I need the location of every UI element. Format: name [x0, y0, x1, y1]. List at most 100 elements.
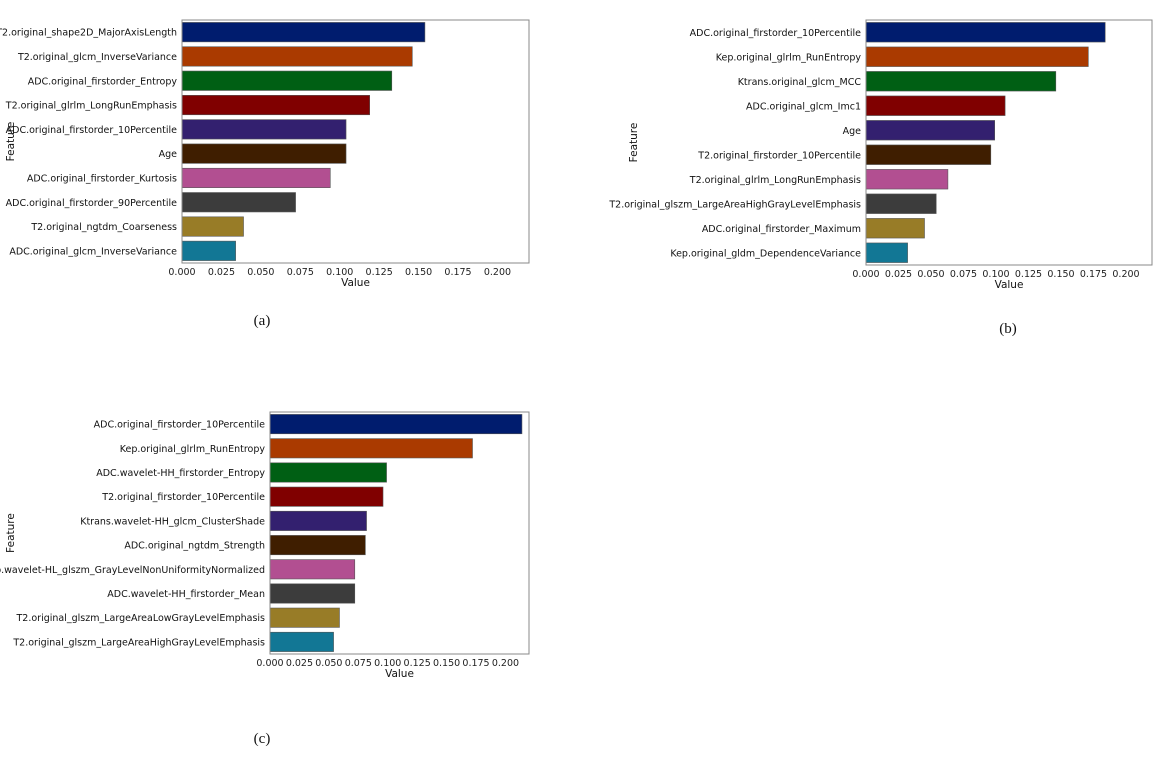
x-axis-label: Value	[385, 668, 414, 680]
bar	[269, 510, 367, 531]
bar	[865, 242, 908, 263]
category-label: ADC.original_firstorder_10Percentile	[690, 28, 861, 39]
category-label: ADC.original_firstorder_Maximum	[702, 224, 861, 235]
plot-frame	[269, 411, 530, 655]
x-tick-label: 0.075	[287, 267, 314, 278]
bar	[181, 216, 244, 237]
bar	[865, 218, 925, 239]
category-label: Age	[843, 126, 862, 137]
category-label: ADC.original_firstorder_90Percentile	[6, 198, 177, 209]
x-tick-label: 0.175	[462, 658, 489, 669]
bar	[269, 486, 384, 507]
x-tick-label: 0.050	[917, 269, 944, 280]
category-label: ADC.original_glcm_Imc1	[746, 101, 861, 112]
x-tick-label: 0.050	[315, 658, 342, 669]
bar	[865, 46, 1089, 67]
x-tick-label: 0.200	[492, 658, 519, 669]
bar	[269, 559, 356, 580]
y-axis-label: Feature	[5, 513, 17, 553]
x-tick-label: 0.075	[950, 269, 977, 280]
x-tick-label: 0.025	[286, 658, 313, 669]
category-label: ADC.wavelet-HH_firstorder_Mean	[107, 589, 265, 600]
category-label: T2.original_glszm_LargeAreaLowGrayLevelE…	[16, 613, 266, 624]
x-tick-label: 0.200	[484, 267, 511, 278]
x-axis-label: Value	[995, 279, 1024, 291]
category-label: T2.original_glcm_InverseVariance	[17, 52, 177, 63]
bar	[865, 95, 1006, 116]
bar	[269, 535, 366, 556]
plot-frame	[865, 19, 1153, 266]
x-tick-label: 0.000	[168, 267, 195, 278]
category-label: ADC.original_ngtdm_Strength	[124, 541, 265, 552]
category-label: T2.original_glrlm_LongRunEmphasis	[689, 175, 861, 186]
bar	[181, 119, 347, 140]
category-label: Ktrans.original_glcm_MCC	[738, 77, 862, 88]
x-tick-label: 0.000	[256, 658, 283, 669]
x-tick-label: 0.000	[852, 269, 879, 280]
bar	[269, 462, 387, 483]
bar	[269, 414, 523, 435]
bar	[181, 240, 236, 261]
subfigure-caption: (a)	[254, 313, 271, 329]
category-label: ADC.original_firstorder_10Percentile	[6, 125, 177, 136]
bar	[181, 22, 426, 43]
category-label: T2.original_glrlm_LongRunEmphasis	[5, 101, 177, 112]
bar	[865, 120, 995, 141]
category-label: Kep.wavelet-HL_glszm_GrayLevelNonUniform…	[0, 565, 265, 576]
x-tick-label: 0.150	[1047, 269, 1074, 280]
bar	[181, 70, 393, 91]
category-label: ADC.original_firstorder_Entropy	[28, 76, 178, 87]
category-label: ADC.original_glcm_InverseVariance	[9, 246, 177, 257]
x-tick-label: 0.025	[208, 267, 235, 278]
x-tick-label: 0.050	[247, 267, 274, 278]
category-label: T2.original_ngtdm_Coarseness	[30, 222, 177, 233]
x-tick-label: 0.100	[982, 269, 1009, 280]
x-tick-label: 0.175	[1080, 269, 1107, 280]
bar	[865, 22, 1106, 43]
bar	[865, 169, 949, 190]
plot-frame	[181, 19, 530, 264]
category-label: T2.original_glszm_LargeAreaHighGrayLevel…	[608, 199, 861, 210]
bar	[865, 193, 937, 214]
x-tick-label: 0.150	[405, 267, 432, 278]
bar	[865, 144, 992, 165]
x-tick-label: 0.125	[404, 658, 431, 669]
x-axis-label: Value	[341, 277, 370, 289]
x-tick-label: 0.200	[1112, 269, 1139, 280]
category-label: Kep.original_glrlm_RunEntropy	[716, 52, 862, 63]
y-axis-label: Feature	[628, 123, 640, 163]
bar	[181, 143, 347, 164]
bar	[181, 95, 370, 116]
category-label: T2.original_shape2D_MajorAxisLength	[0, 28, 177, 39]
bar	[269, 631, 334, 652]
category-label: T2.original_firstorder_10Percentile	[101, 492, 265, 503]
bar	[865, 71, 1057, 92]
x-tick-label: 0.100	[326, 267, 353, 278]
bar	[181, 46, 413, 67]
category-label: ADC.wavelet-HH_firstorder_Entropy	[96, 468, 265, 479]
x-tick-label: 0.175	[444, 267, 471, 278]
category-label: Ktrans.wavelet-HH_glcm_ClusterShade	[80, 516, 265, 527]
category-label: Kep.original_glrlm_RunEntropy	[120, 444, 266, 455]
x-tick-label: 0.025	[885, 269, 912, 280]
bar	[181, 167, 331, 188]
category-label: ADC.original_firstorder_10Percentile	[94, 420, 265, 431]
bar	[269, 607, 340, 628]
x-tick-label: 0.125	[1015, 269, 1042, 280]
category-label: Kep.original_gldm_DependenceVariance	[670, 248, 861, 259]
bar	[269, 583, 356, 604]
category-label: T2.original_glszm_LargeAreaHighGrayLevel…	[12, 637, 265, 648]
category-label: T2.original_firstorder_10Percentile	[697, 150, 861, 161]
x-tick-label: 0.075	[345, 658, 372, 669]
bar	[181, 192, 296, 213]
category-label: Age	[159, 149, 178, 160]
subfigure-caption: (c)	[254, 731, 271, 747]
bar	[269, 438, 473, 459]
y-axis-label: Feature	[5, 122, 17, 162]
category-label: ADC.original_firstorder_Kurtosis	[27, 173, 177, 184]
x-tick-label: 0.150	[433, 658, 460, 669]
x-tick-label: 0.125	[366, 267, 393, 278]
x-tick-label: 0.100	[374, 658, 401, 669]
subfigure-caption: (b)	[999, 321, 1017, 337]
